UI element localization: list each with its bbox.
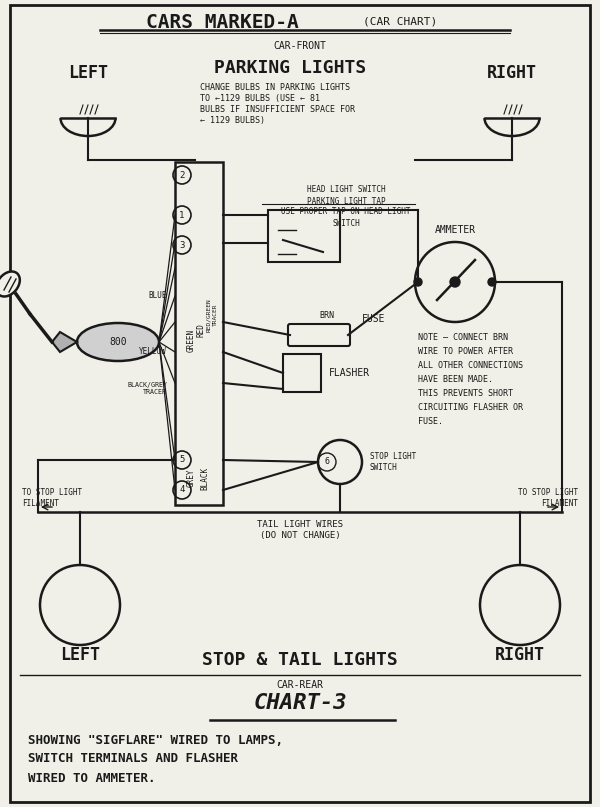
Polygon shape — [52, 332, 77, 352]
Text: CAR-FRONT: CAR-FRONT — [274, 41, 326, 51]
Text: FUSE: FUSE — [362, 314, 386, 324]
Text: STOP & TAIL LIGHTS: STOP & TAIL LIGHTS — [202, 651, 398, 669]
Text: BRN: BRN — [320, 311, 335, 320]
Text: PARKING LIGHT TAP: PARKING LIGHT TAP — [307, 196, 385, 206]
Text: (CAR CHART): (CAR CHART) — [363, 17, 437, 27]
Text: USE PROPER TAP ON HEAD LIGHT: USE PROPER TAP ON HEAD LIGHT — [281, 207, 411, 216]
Text: BLACK/GREY
TRACER: BLACK/GREY TRACER — [127, 382, 167, 395]
Text: TO STOP LIGHT
FILAMENT: TO STOP LIGHT FILAMENT — [518, 488, 578, 508]
Bar — [268, 210, 340, 262]
Bar — [175, 162, 223, 505]
Circle shape — [488, 278, 496, 286]
Text: LEFT: LEFT — [60, 646, 100, 664]
Text: CHANGE BULBS IN PARKING LIGHTS: CHANGE BULBS IN PARKING LIGHTS — [200, 83, 350, 93]
Text: YELLOW: YELLOW — [139, 348, 167, 357]
Text: SWITCH TERMINALS AND FLASHER: SWITCH TERMINALS AND FLASHER — [28, 752, 238, 766]
Text: GREEN: GREEN — [187, 328, 196, 352]
Text: CARS MARKED-A: CARS MARKED-A — [146, 12, 298, 31]
Text: 800: 800 — [109, 337, 127, 347]
Text: WIRED TO AMMETER.: WIRED TO AMMETER. — [28, 771, 155, 784]
Text: BLACK: BLACK — [200, 466, 209, 490]
Text: TO STOP LIGHT
FILAMENT: TO STOP LIGHT FILAMENT — [22, 488, 82, 508]
FancyBboxPatch shape — [288, 324, 350, 346]
Text: BULBS IF INSUFFICIENT SPACE FOR: BULBS IF INSUFFICIENT SPACE FOR — [200, 106, 355, 115]
Text: AMMETER: AMMETER — [434, 225, 476, 235]
Text: TAIL LIGHT WIRES
(DO NOT CHANGE): TAIL LIGHT WIRES (DO NOT CHANGE) — [257, 521, 343, 540]
Text: THIS PREVENTS SHORT: THIS PREVENTS SHORT — [418, 390, 513, 399]
Text: 1: 1 — [179, 211, 185, 220]
Text: FUSE.: FUSE. — [418, 417, 443, 427]
Circle shape — [450, 277, 460, 287]
Text: CAR-REAR: CAR-REAR — [277, 680, 323, 690]
Text: RED/GREEN
TRACER: RED/GREEN TRACER — [206, 298, 217, 332]
Text: WIRE TO POWER AFTER: WIRE TO POWER AFTER — [418, 348, 513, 357]
Text: CHART-3: CHART-3 — [253, 693, 347, 713]
Text: HAVE BEEN MADE.: HAVE BEEN MADE. — [418, 375, 493, 384]
Text: HEAD LIGHT SWITCH: HEAD LIGHT SWITCH — [307, 186, 385, 194]
Text: 2: 2 — [179, 170, 185, 179]
Text: RED: RED — [197, 323, 205, 337]
Text: 3: 3 — [179, 240, 185, 249]
Text: RIGHT: RIGHT — [495, 646, 545, 664]
Text: 6: 6 — [325, 458, 329, 466]
Text: ALL OTHER CONNECTIONS: ALL OTHER CONNECTIONS — [418, 362, 523, 370]
Text: ← 1129 BULBS): ← 1129 BULBS) — [200, 116, 265, 126]
Text: GREY: GREY — [187, 469, 196, 487]
Text: BLUE: BLUE — [149, 291, 167, 300]
Ellipse shape — [0, 271, 20, 296]
Text: PARKING LIGHTS: PARKING LIGHTS — [214, 59, 366, 77]
Circle shape — [414, 278, 422, 286]
Text: TO ←1129 BULBS (USE ← 81: TO ←1129 BULBS (USE ← 81 — [200, 94, 320, 103]
Ellipse shape — [77, 323, 159, 361]
Bar — [283, 354, 321, 392]
Text: LEFT: LEFT — [68, 64, 108, 82]
Text: 4: 4 — [179, 486, 185, 495]
Text: 5: 5 — [179, 455, 185, 465]
Text: RIGHT: RIGHT — [487, 64, 537, 82]
Text: CIRCUITING FLASHER OR: CIRCUITING FLASHER OR — [418, 404, 523, 412]
Text: SWITCH: SWITCH — [332, 219, 360, 228]
Text: STOP LIGHT
SWITCH: STOP LIGHT SWITCH — [370, 452, 416, 472]
Text: SHOWING "SIGFLARE" WIRED TO LAMPS,: SHOWING "SIGFLARE" WIRED TO LAMPS, — [28, 734, 283, 746]
Text: FLASHER: FLASHER — [329, 368, 370, 378]
Text: NOTE — CONNECT BRN: NOTE — CONNECT BRN — [418, 333, 508, 342]
